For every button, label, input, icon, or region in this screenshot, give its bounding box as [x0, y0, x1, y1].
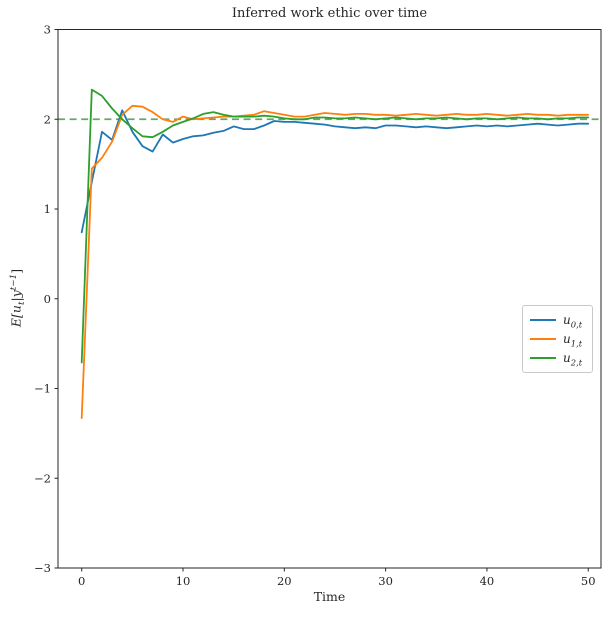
x-tick-label: 20 — [277, 574, 292, 588]
legend-line-sample-u1t — [530, 337, 556, 340]
ylabel-var1: u — [8, 305, 24, 314]
axes-spines — [57, 29, 602, 569]
ylabel-post: ] — [8, 268, 24, 274]
y-tick-label: 2 — [44, 112, 51, 126]
series-line-2 — [80, 88, 590, 364]
x-tick-label: 30 — [378, 574, 393, 588]
chart-title: Inferred work ethic over time — [231, 6, 428, 21]
y-tick-label: −1 — [34, 382, 51, 396]
legend-label-u1t: u1,t — [563, 331, 583, 349]
legend-item-u0t: u0,t — [530, 312, 592, 330]
legend-item-u1t: u1,t — [530, 331, 592, 349]
legend-line-sample-u0t — [530, 318, 556, 321]
ylabel-mid: | — [8, 297, 24, 302]
legend-line-sample-u2t — [530, 357, 556, 360]
y-axis-label: E[ut|yt−1] — [8, 268, 28, 328]
y-tick-label: 0 — [44, 292, 51, 306]
y-tick-label: −2 — [34, 471, 51, 485]
legend-item-u2t: u2,t — [530, 351, 592, 368]
legend-label-u2t: u2,t — [563, 351, 583, 368]
legend: u0,t u1,t u2,t — [522, 305, 593, 373]
y-tick-label: 1 — [44, 202, 51, 216]
y-tick-label: 3 — [44, 23, 51, 37]
x-tick-label: 40 — [480, 574, 495, 588]
ylabel-sub: t — [17, 301, 27, 306]
x-tick-label: 10 — [176, 574, 191, 588]
legend-label-u0t: u0,t — [563, 312, 583, 330]
x-axis-label: Time — [313, 589, 346, 604]
x-tick-label: 0 — [78, 574, 85, 588]
ylabel-E: E[ — [8, 313, 24, 328]
x-tick-label: 50 — [581, 574, 596, 588]
series-line-1 — [80, 104, 590, 419]
series-line-0 — [80, 109, 590, 234]
ylabel-var2: y — [8, 290, 24, 298]
ylabel-sup: t−1 — [9, 273, 20, 291]
y-tick-label: −3 — [34, 561, 51, 575]
